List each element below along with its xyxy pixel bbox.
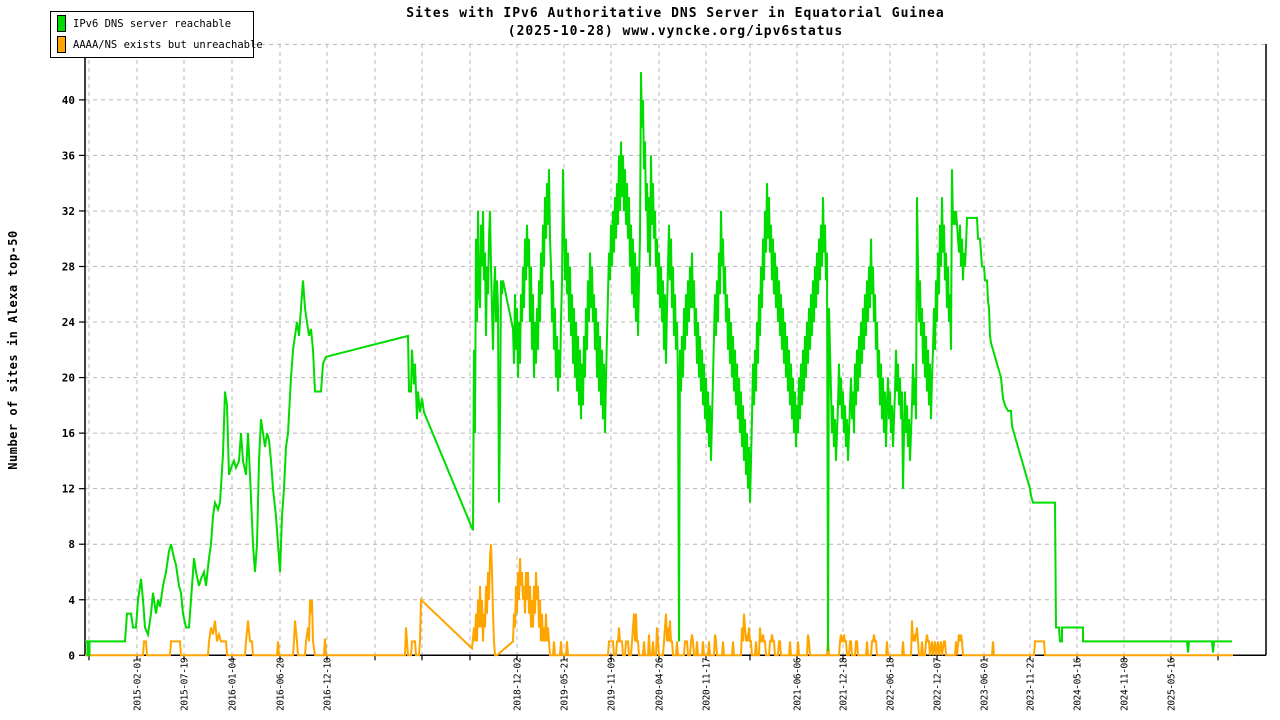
x-tick-label: 2020-04-26 bbox=[655, 657, 666, 711]
x-tick-label: 2016-06-20 bbox=[276, 657, 287, 711]
x-tick-label: 2015-02-01 bbox=[133, 657, 144, 711]
y-tick-label: 4 bbox=[68, 594, 75, 607]
chart-title-line2: (2025-10-28) www.vyncke.org/ipv6status bbox=[507, 24, 844, 39]
reachable-series-line bbox=[85, 72, 1232, 657]
y-tick-label: 0 bbox=[68, 649, 75, 662]
y-tick-label: 8 bbox=[68, 538, 75, 551]
reachable-series-swatch bbox=[57, 15, 66, 32]
chart-title-line1: Sites with IPv6 Authoritative DNS Server… bbox=[406, 6, 945, 21]
x-tick-label: 2016-01-04 bbox=[228, 657, 239, 711]
y-tick-label: 36 bbox=[62, 149, 76, 162]
y-tick-label: 40 bbox=[62, 94, 75, 107]
x-tick-label: 2022-12-07 bbox=[933, 658, 944, 711]
legend-label-reachable: IPv6 DNS server reachable bbox=[73, 17, 232, 30]
unreachable-series-swatch bbox=[57, 36, 66, 53]
x-tick-label: 2022-06-18 bbox=[886, 657, 897, 711]
x-tick-label: 2019-05-21 bbox=[560, 657, 571, 711]
x-tick-label: 2020-11-17 bbox=[702, 658, 713, 711]
legend-entry-unreachable: AAAA/NS exists but unreachable bbox=[57, 36, 263, 53]
y-tick-label: 20 bbox=[62, 372, 75, 385]
unreachable-series-line bbox=[85, 544, 1233, 657]
y-tick-label: 24 bbox=[62, 316, 76, 329]
x-tick-label: 2018-12-02 bbox=[513, 658, 524, 711]
x-tick-label: 2015-07-19 bbox=[180, 657, 191, 711]
y-tick-label: 12 bbox=[62, 483, 75, 496]
x-tick-label: 2021-06-06 bbox=[793, 657, 804, 711]
legend-label-unreachable: AAAA/NS exists but unreachable bbox=[73, 38, 263, 51]
y-tick-label: 32 bbox=[62, 205, 75, 218]
x-tick-label: 2016-12-10 bbox=[323, 657, 334, 711]
legend-entry-reachable: IPv6 DNS server reachable bbox=[57, 15, 231, 32]
legend-box: IPv6 DNS server reachable AAAA/NS exists… bbox=[50, 11, 263, 58]
x-tick-label: 2024-05-16 bbox=[1073, 657, 1084, 711]
x-tick-label: 2023-11-22 bbox=[1026, 658, 1037, 711]
y-tick-label: 16 bbox=[62, 427, 76, 440]
y-axis-title: Number of sites in Alexa top-50 bbox=[6, 230, 20, 470]
y-tick-label: 28 bbox=[62, 260, 75, 273]
x-tick-label: 2023-06-01 bbox=[980, 657, 991, 711]
x-tick-label: 2025-05-16 bbox=[1167, 657, 1178, 711]
x-tick-label: 2024-11-08 bbox=[1120, 657, 1131, 711]
x-tick-label: 2021-12-18 bbox=[839, 657, 850, 711]
x-tick-label: 2019-11-09 bbox=[607, 657, 618, 711]
